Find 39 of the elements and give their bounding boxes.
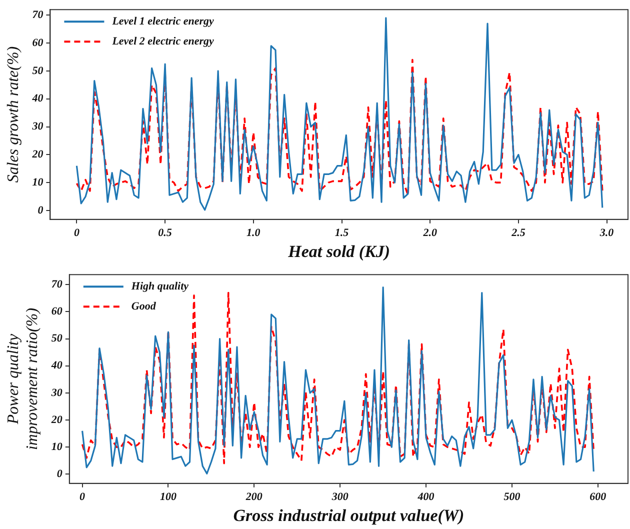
line-series	[76, 58, 604, 196]
x-tick-label: 3.0	[598, 226, 614, 239]
y-tick-label: 10	[32, 176, 44, 188]
y-tick-label: 50	[32, 64, 44, 77]
x-tick-label: 0.5	[158, 226, 172, 239]
y-tick-label: 20	[31, 148, 44, 161]
y-tick-label: 70	[32, 9, 44, 22]
legend-label: Good	[131, 300, 156, 312]
x-tick-label: 2.5	[510, 226, 526, 239]
y-tick-label: 40	[50, 360, 63, 372]
x-tick-label: 400	[416, 490, 435, 503]
x-tick-label: 100	[160, 490, 177, 503]
x-axis-title: Heat sold (KJ)	[287, 242, 390, 262]
x-tick-label: 500	[504, 490, 521, 503]
y-tick-label: 10	[51, 440, 63, 453]
legend-label: Level 2 electric energy	[111, 35, 214, 48]
y-tick-label: 40	[31, 92, 44, 105]
y-axis-title: Sales growth rate(%)	[4, 46, 22, 183]
x-tick-label: 1.0	[246, 226, 261, 239]
y-tick-label: 50	[51, 332, 63, 345]
y-tick-label: 0	[38, 204, 44, 216]
x-tick-label: 200	[244, 490, 263, 503]
x-tick-label: 1.5	[334, 226, 350, 239]
x-tick-label: 0	[80, 490, 86, 503]
y-tick-label: 70	[51, 278, 63, 290]
x-axis-title: Gross industrial output value(W)	[233, 506, 464, 526]
y-tick-label: 0	[56, 468, 63, 480]
x-tick-label: 0	[74, 226, 80, 239]
x-tick-label: 300	[330, 490, 349, 503]
y-axis-title: Power quality improvement ratio(%)	[4, 308, 42, 450]
y-tick-label: 60	[51, 306, 63, 318]
legend-label: High quality	[130, 280, 189, 292]
x-tick-label: 2.0	[422, 226, 438, 239]
y-tick-label: 30	[50, 386, 63, 399]
y-tick-label: 20	[50, 414, 63, 426]
y-tick-label: 30	[31, 120, 44, 133]
y-tick-label: 60	[32, 36, 44, 49]
legend-label: Level 1 electric energy	[111, 15, 214, 28]
x-tick-label: 600	[590, 490, 607, 503]
